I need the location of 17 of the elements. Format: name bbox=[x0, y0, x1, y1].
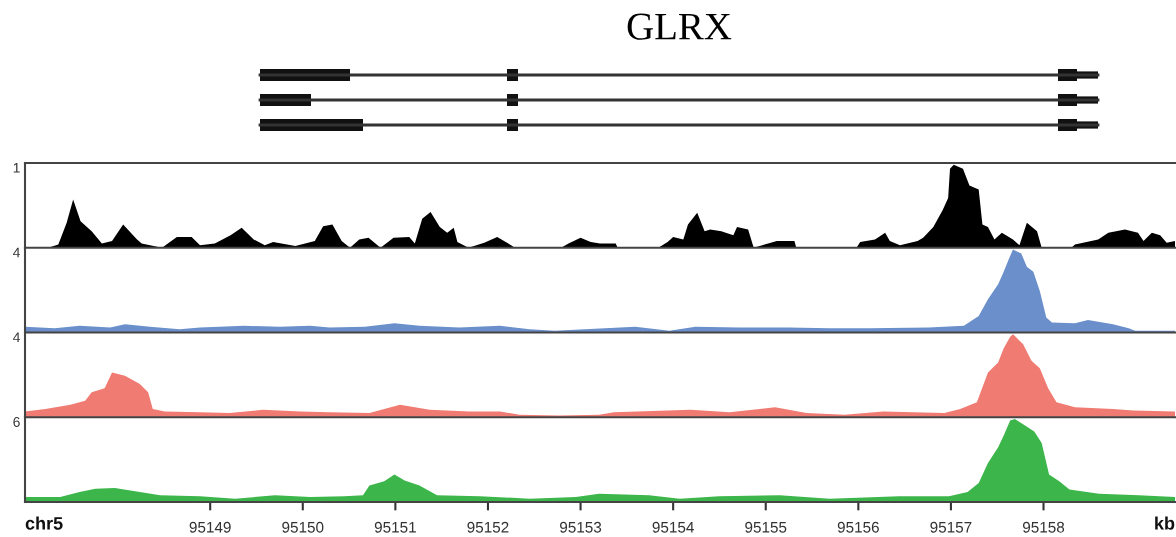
text: 4 bbox=[13, 332, 20, 343]
x-axis-title: kb bbox=[1155, 516, 1175, 530]
x-tick-label: 95151 bbox=[374, 521, 416, 533]
x-tick-label: 95158 bbox=[1022, 521, 1065, 533]
x-tick-label: 95155 bbox=[745, 521, 787, 533]
x-tick-label: 95152 bbox=[467, 521, 509, 533]
x-tick-label: 95156 bbox=[837, 521, 879, 533]
text: chr5 bbox=[25, 516, 63, 530]
x-tick-label: 95154 bbox=[652, 521, 694, 533]
chart-title: GLRX bbox=[627, 13, 732, 40]
text: 4 bbox=[13, 247, 20, 258]
x-tick-label: 95157 bbox=[930, 521, 972, 533]
text: 6 bbox=[13, 417, 20, 427]
x-tick-label: 95149 bbox=[189, 521, 231, 533]
x-tick-label: 95150 bbox=[282, 521, 324, 533]
text: 1 bbox=[13, 162, 20, 173]
x-tick-label: 95153 bbox=[560, 521, 602, 533]
